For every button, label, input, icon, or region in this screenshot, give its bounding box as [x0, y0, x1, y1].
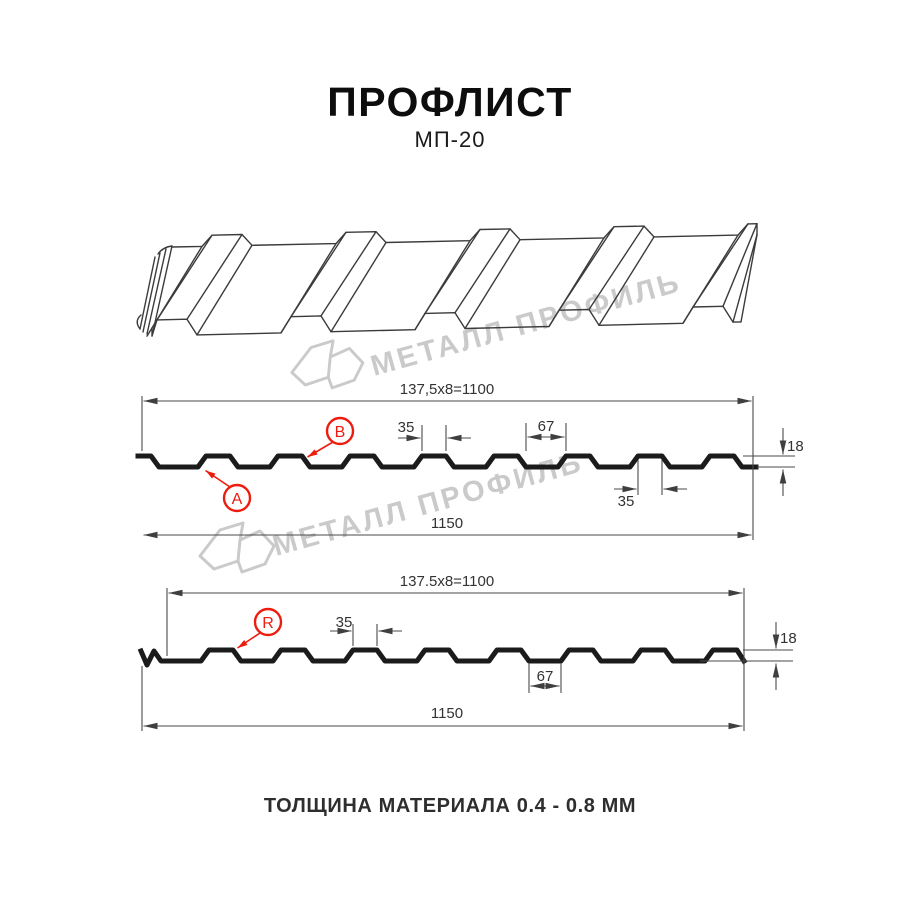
sheet-3d-line [464, 239, 521, 330]
sheet-3d-line [142, 252, 161, 333]
dim-crest-label: 35 [336, 614, 353, 631]
label-r: R [262, 615, 274, 632]
sheet-3d-line [454, 228, 511, 314]
logo-outline [290, 339, 365, 390]
page-title: ПРОФЛИСТ [327, 79, 573, 125]
sheet-3d-line [722, 223, 758, 307]
sheet-3d-line [146, 248, 167, 335]
dim-overall-label: 1150 [431, 515, 463, 532]
sheet-3d-line [151, 245, 173, 337]
label-a: A [232, 491, 243, 508]
sheet-3d-line [414, 240, 471, 331]
logo-fold-line [236, 539, 242, 562]
dim-crest-label: 35 [398, 419, 415, 436]
cross-section-bottom: 137.5x8=1100 35 67 18 1150 R [137, 573, 797, 731]
sheet-3d-line [139, 256, 156, 330]
label-b-circle [325, 416, 355, 446]
extension-line [528, 663, 562, 693]
watermark-text: МЕТАЛЛ ПРОФИЛЬ [269, 446, 586, 563]
label-b-leader [307, 441, 334, 458]
dim-height-label: 18 [787, 438, 804, 455]
sheet-3d-line [682, 234, 739, 324]
sheet-3d-line [548, 237, 605, 328]
sheet-3d-line [598, 236, 655, 326]
sheet-3d-line [280, 242, 337, 334]
metall-profil-logo [290, 339, 365, 390]
metall-profil-logo [198, 521, 276, 574]
sheet-3d-line [732, 234, 758, 323]
sheet-3d [136, 223, 758, 337]
sheet-3d-line [558, 226, 615, 311]
sheet-3d-line [156, 234, 213, 321]
label-a-leader [205, 469, 231, 488]
sheet-3d-line [186, 233, 243, 320]
dim-height-label: 18 [780, 630, 797, 647]
dim-overall-label: 1150 [431, 705, 463, 722]
sheet-3d-line [290, 231, 347, 318]
sheet-3d-line [692, 223, 749, 308]
label-r-circle [253, 607, 283, 637]
extension-line [637, 460, 663, 495]
dim-crest-bottom-label: 35 [618, 493, 635, 510]
material-thickness-caption: ТОЛЩИНА МАТЕРИАЛА 0.4 - 0.8 ММ [263, 795, 637, 817]
dim-module-label: 137,5x8=1100 [400, 381, 494, 398]
cross-section-top: 137,5x8=1100 35 67 35 18 1150 B A [135, 381, 804, 540]
dim-gap-label: 67 [538, 418, 555, 435]
watermark-upper: МЕТАЛЛ ПРОФИЛЬ [290, 266, 685, 390]
label-a-circle [222, 483, 252, 513]
extension-line [525, 423, 567, 451]
sheet-3d-line [196, 244, 253, 336]
sheet-3d-line [157, 245, 173, 255]
dim-module-label: 137.5x8=1100 [400, 573, 494, 590]
extension-line [352, 624, 378, 646]
profile-outline [137, 647, 748, 668]
sheet-3d-line [330, 241, 387, 333]
extension-line [421, 425, 447, 451]
sheet-3d-line [136, 314, 142, 330]
extension-line [700, 649, 793, 662]
profile-outline [135, 453, 759, 470]
sheet-3d-line [146, 245, 203, 337]
logo-outline [198, 521, 276, 574]
sheet-3d-line [740, 234, 758, 323]
label-b: B [335, 424, 346, 441]
logo-fold-line [326, 356, 332, 378]
label-r-leader [237, 632, 261, 649]
extension-line [743, 455, 795, 468]
dim-valley-label: 67 [537, 668, 554, 685]
sheet-3d-line [588, 225, 645, 311]
product-code: МП-20 [414, 127, 486, 152]
sheet-3d-line [424, 228, 481, 315]
sheet-3d-line [171, 223, 758, 248]
sheet-3d-line [320, 231, 377, 317]
